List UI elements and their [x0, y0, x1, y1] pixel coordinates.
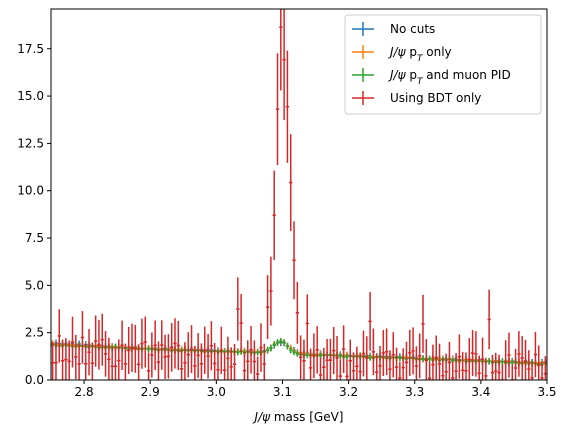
- x-tick-label: 2.8: [75, 385, 94, 399]
- y-tick-label: 10.0: [17, 184, 44, 198]
- y-tick-label: 5.0: [25, 278, 44, 292]
- y-tick-label: 17.5: [17, 42, 44, 56]
- x-tick-label: 3.5: [537, 385, 556, 399]
- y-tick-label: 15.0: [17, 89, 44, 103]
- series-layer: [51, 9, 547, 380]
- x-tick-label: 3.2: [339, 385, 358, 399]
- series: [51, 9, 547, 380]
- legend-label: Using BDT only: [390, 91, 481, 105]
- x-tick-label: 3.4: [471, 385, 490, 399]
- x-tick-label: 3.0: [207, 385, 226, 399]
- legend-entry: Using BDT only: [352, 91, 481, 105]
- x-tick-label: 3.3: [405, 385, 424, 399]
- x-tick-label: 2.9: [141, 385, 160, 399]
- x-tick-label: 3.1: [273, 385, 292, 399]
- y-tick-label: 12.5: [17, 136, 44, 150]
- y-axis: 0.0 2.5 5.0 7.5 10.0 12.5 15.0 17.5: [17, 42, 51, 387]
- axes-frame: [50, 8, 548, 381]
- y-tick-label: 2.5: [25, 326, 44, 340]
- x-axis: 2.8 2.9 3.0 3.1 3.2 3.3 3.4 3.5: [75, 380, 557, 399]
- legend-entry: No cuts: [352, 22, 435, 36]
- x-axis-label: J/ψ mass [GeV]: [253, 410, 344, 424]
- legend-label: No cuts: [390, 22, 435, 36]
- y-tick-label: 0.0: [25, 373, 44, 387]
- y-tick-label: 7.5: [25, 231, 44, 245]
- legend-frame: [344, 14, 542, 115]
